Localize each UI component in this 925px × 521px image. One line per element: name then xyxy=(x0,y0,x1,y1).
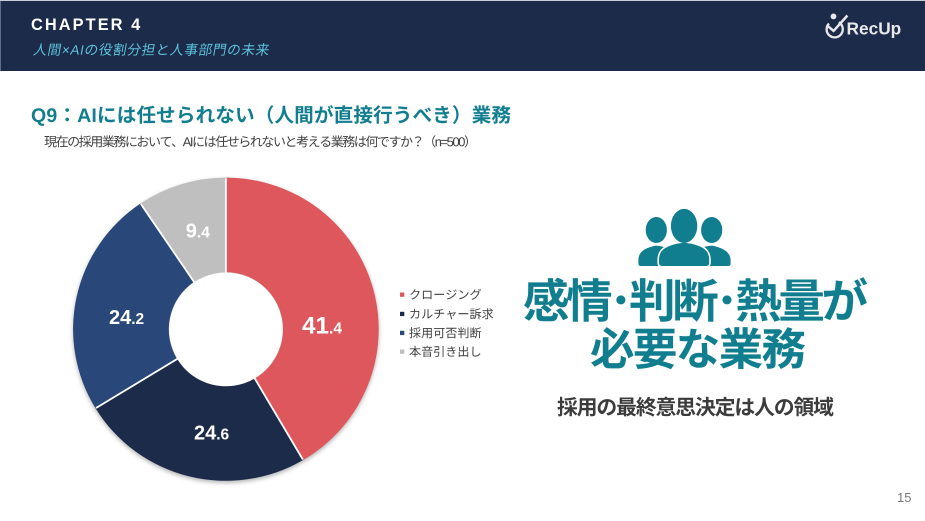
svg-text:CHAPTER 4: CHAPTER 4 xyxy=(31,16,142,34)
svg-text:15: 15 xyxy=(897,490,911,505)
svg-text:41.4: 41.4 xyxy=(302,312,342,339)
svg-text:RecUp: RecUp xyxy=(847,19,902,39)
svg-text:24.2: 24.2 xyxy=(109,307,144,329)
svg-text:24.6: 24.6 xyxy=(194,423,230,445)
svg-text:9.4: 9.4 xyxy=(186,220,210,242)
